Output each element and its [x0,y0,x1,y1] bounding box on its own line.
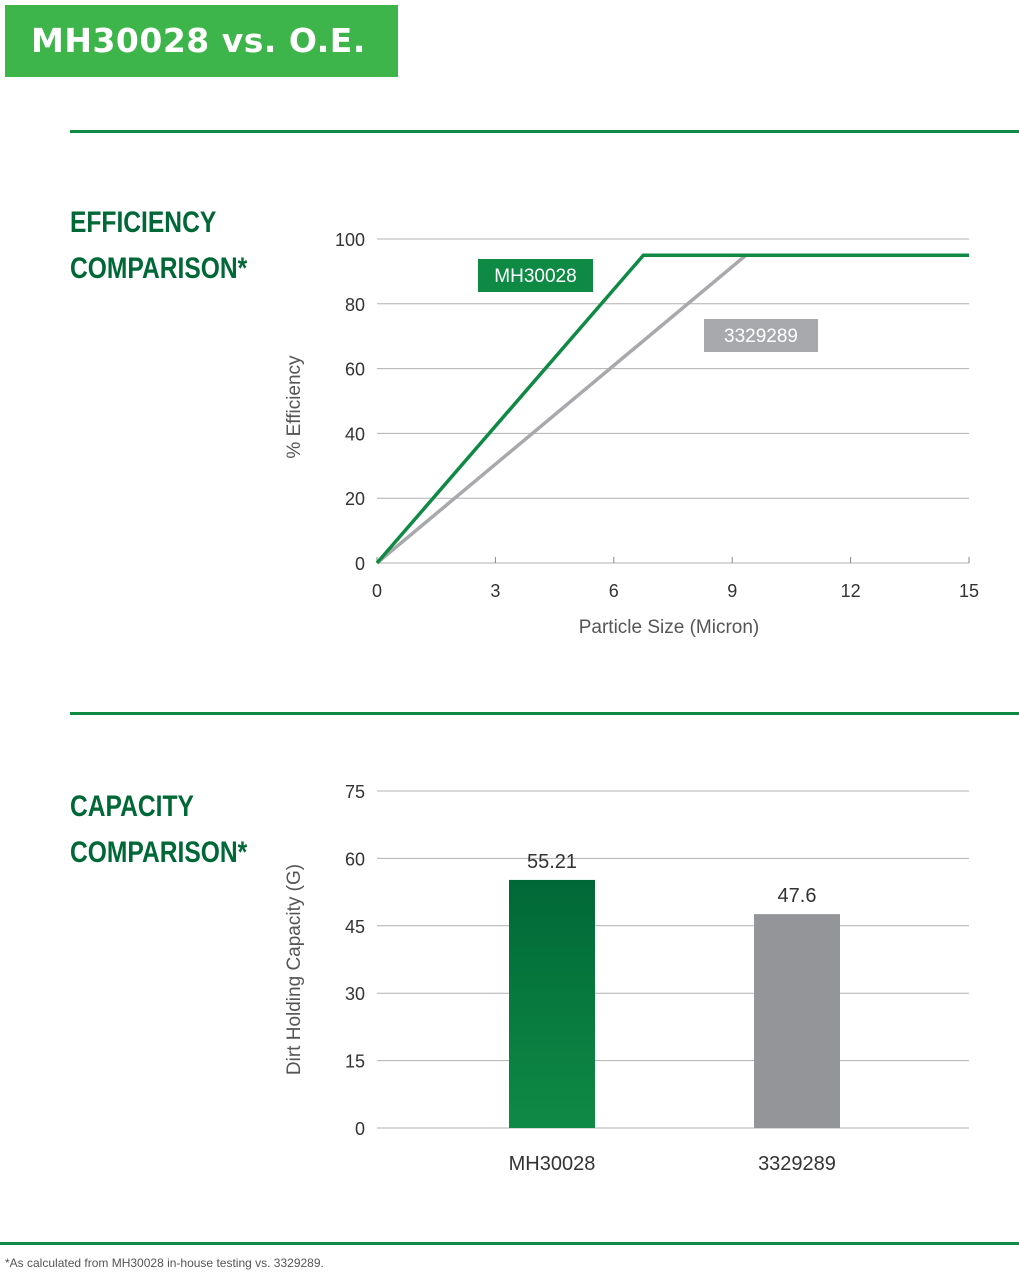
y-tick-label: 20 [345,489,365,509]
y-tick-label: 15 [345,1052,365,1072]
y-axis-title: % Efficiency [284,355,305,459]
bar-value-label: 55.21 [527,851,577,873]
x-category-label: 3329289 [758,1153,836,1175]
series-tag-label: MH30028 [494,266,576,287]
x-tick-label: 15 [959,581,979,601]
y-tick-label: 45 [345,917,365,937]
y-tick-label: 100 [335,230,365,250]
capacity-title-line2: COMPARISON* [70,836,248,869]
y-tick-label: 0 [355,1119,365,1139]
series-tag-label: 3329289 [724,326,798,347]
y-tick-label: 75 [345,782,365,802]
y-tick-label: 0 [355,554,365,574]
efficiency-section-title: EFFICIENCY COMPARISON* [70,200,247,292]
x-category-label: MH30028 [509,1153,596,1175]
footnote: *As calculated from MH30028 in-house tes… [5,1256,324,1270]
x-axis-title: Particle Size (Micron) [579,617,760,638]
bar-3329289 [754,914,840,1128]
capacity-section-title: CAPACITY COMPARISON* [70,784,247,876]
capacity-title-line1: CAPACITY [70,790,194,823]
y-tick-label: 60 [345,360,365,380]
series-line-MH30028 [375,253,969,565]
section-divider [70,712,1019,715]
page-title: MH30028 vs. O.E. [5,5,398,77]
y-tick-label: 80 [345,295,365,315]
x-tick-label: 9 [727,581,737,601]
x-tick-label: 12 [841,581,861,601]
x-tick-label: 3 [490,581,500,601]
y-axis-title: Dirt Holding Capacity (G) [284,864,305,1075]
efficiency-title-line1: EFFICIENCY [70,206,217,239]
bar-value-label: 47.6 [778,885,817,907]
bar-MH30028 [509,879,595,1128]
footer-divider [0,1242,1019,1245]
x-tick-label: 6 [609,581,619,601]
series-tag-MH30028 [478,259,593,292]
y-tick-label: 30 [345,984,365,1004]
section-divider [70,130,1019,133]
efficiency-title-line2: COMPARISON* [70,252,248,285]
series-tag-3329289 [704,319,818,352]
y-tick-label: 60 [345,849,365,869]
y-tick-label: 40 [345,424,365,444]
x-tick-label: 0 [372,581,382,601]
